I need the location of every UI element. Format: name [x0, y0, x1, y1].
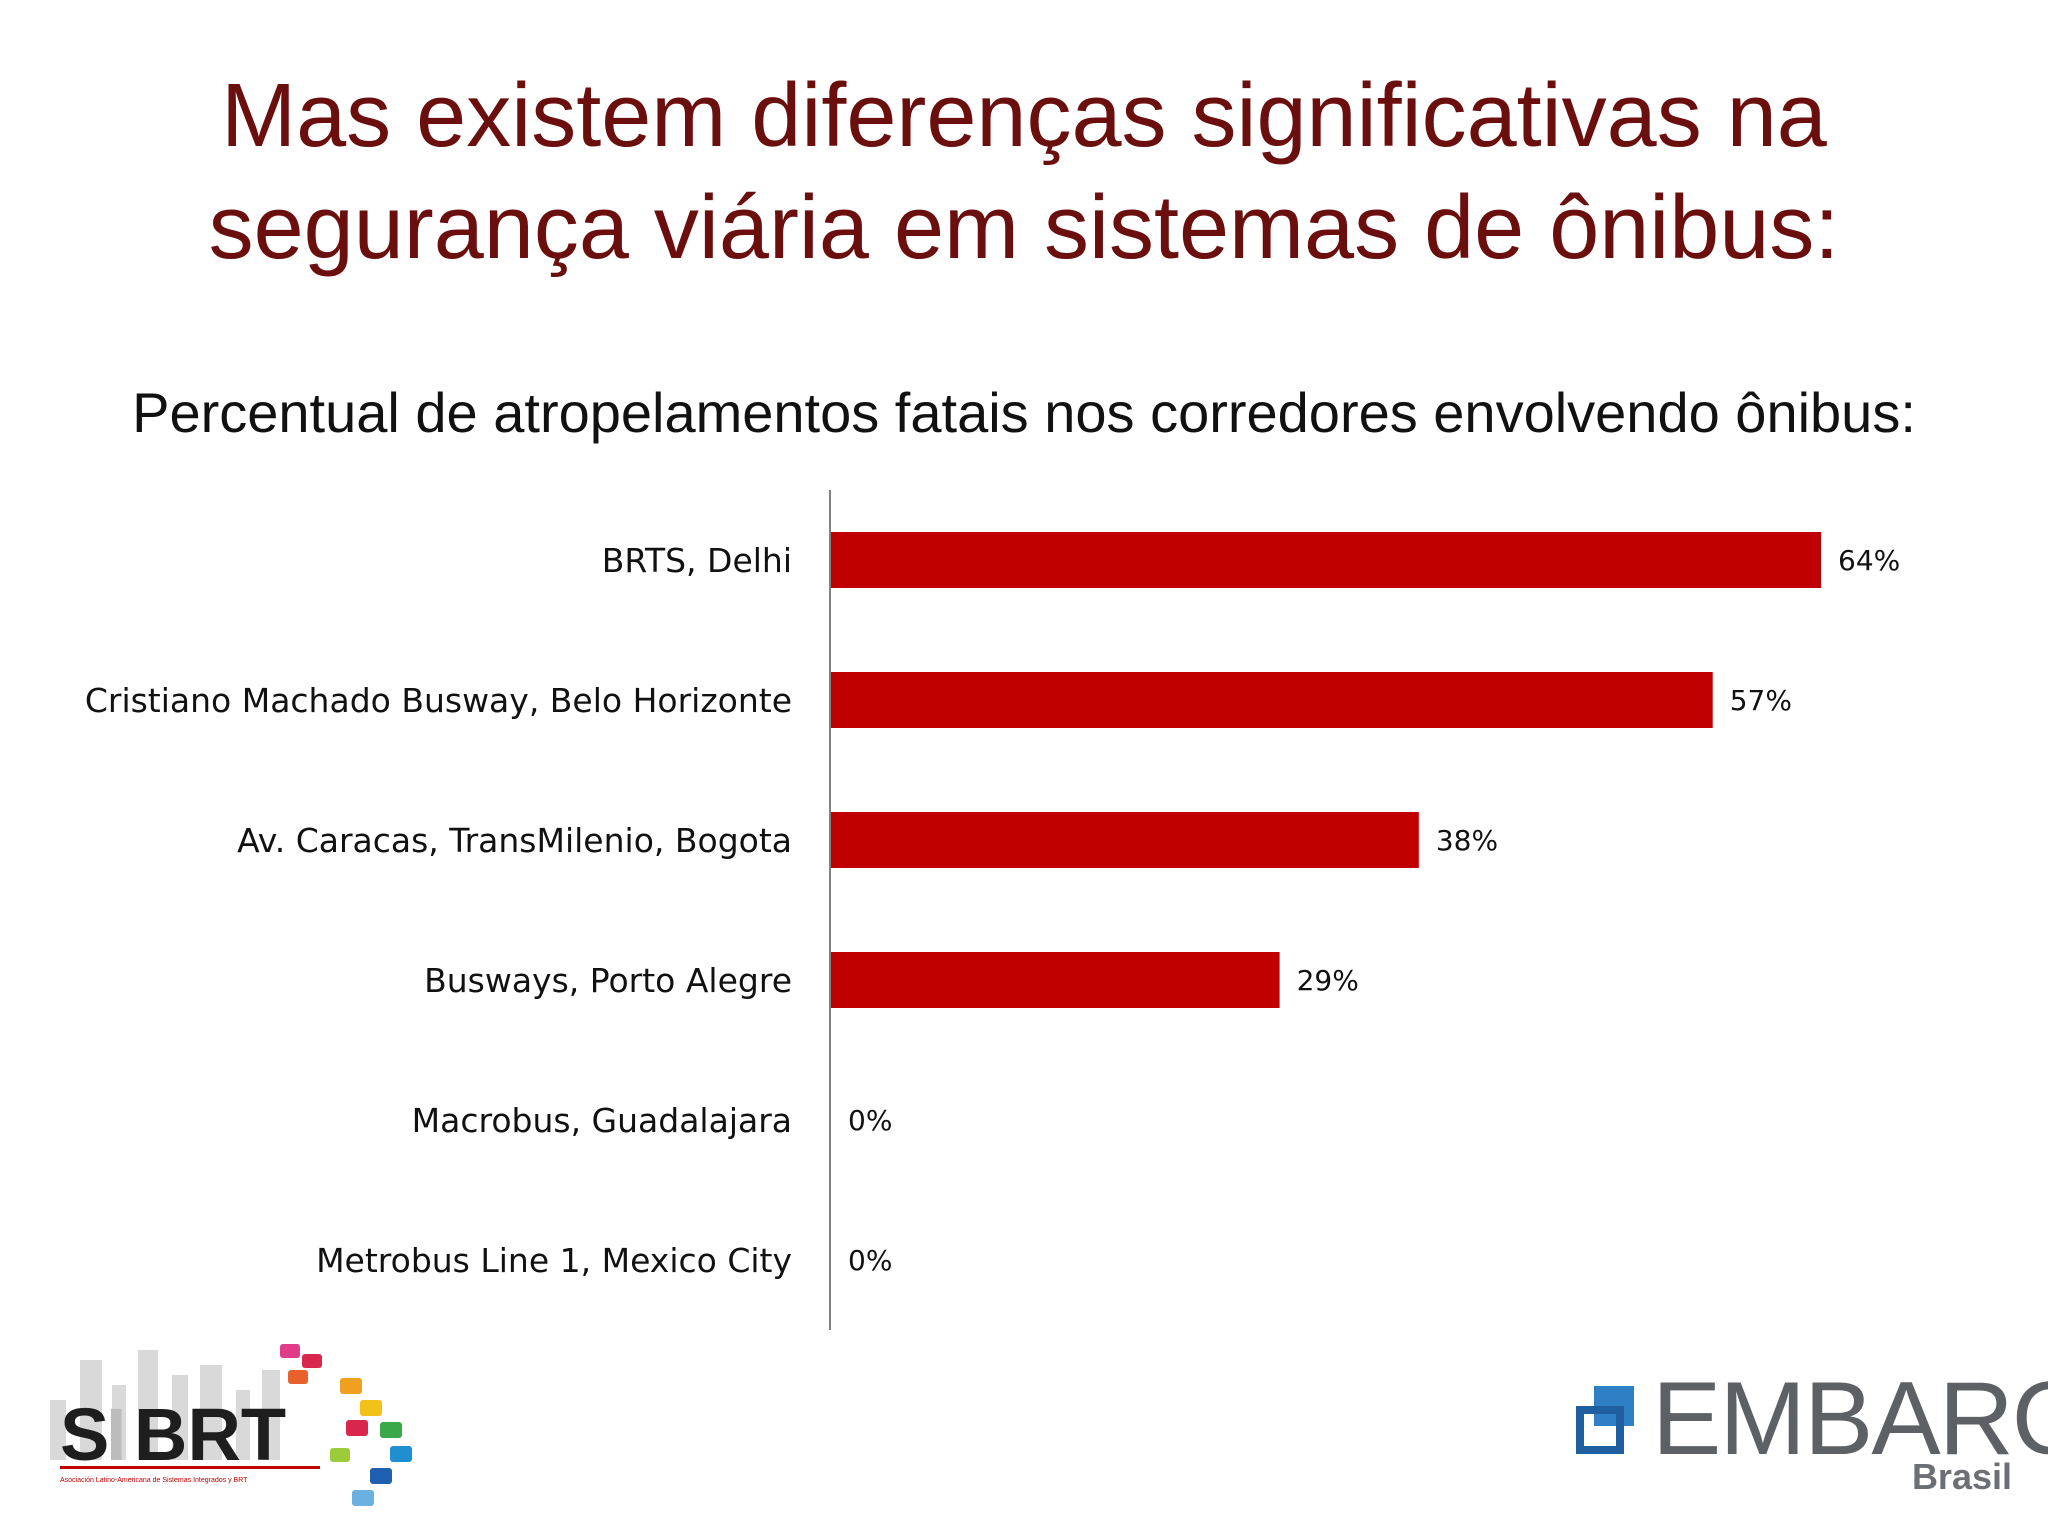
data-label: 57% — [1730, 684, 1792, 717]
bar — [831, 672, 1713, 728]
svg-text:Asociación Latino-Americana de: Asociación Latino-Americana de Sistemas … — [60, 1477, 248, 1484]
category-label: Av. Caracas, TransMilenio, Bogota — [237, 821, 792, 860]
data-label: 64% — [1838, 544, 1900, 577]
data-label: 29% — [1297, 964, 1359, 997]
chart-subtitle: Percentual de atropelamentos fatais nos … — [132, 381, 1916, 444]
embarq-cube-icon — [1576, 1386, 1634, 1454]
category-label: Metrobus Line 1, Mexico City — [316, 1241, 792, 1280]
category-label: BRTS, Delhi — [602, 541, 792, 580]
slide-title: Mas existem diferenças significativas na… — [0, 60, 2048, 284]
bar — [831, 812, 1419, 868]
category-label: Cristiano Machado Busway, Belo Horizonte — [85, 681, 792, 720]
slide-title-line-2: segurança viária em sistemas de ônibus: — [208, 178, 1840, 278]
bar — [831, 952, 1280, 1008]
svg-text:S: S — [60, 1393, 109, 1476]
data-label: 38% — [1436, 824, 1498, 857]
bar — [831, 532, 1821, 588]
svg-text:BRT: BRT — [134, 1393, 286, 1476]
svg-text:I: I — [106, 1393, 127, 1476]
slide-title-line-1: Mas existem diferenças significativas na — [221, 66, 1827, 166]
data-label: 0% — [848, 1104, 892, 1137]
category-label: Busways, Porto Alegre — [424, 961, 792, 1000]
category-label: Macrobus, Guadalajara — [412, 1101, 792, 1140]
data-label: 0% — [848, 1244, 892, 1277]
embarq-logo: EMBARQ Brasil — [1560, 1360, 2048, 1500]
sibrt-logo: S I BRT Asociación Latino-Americana de S… — [50, 1344, 412, 1506]
